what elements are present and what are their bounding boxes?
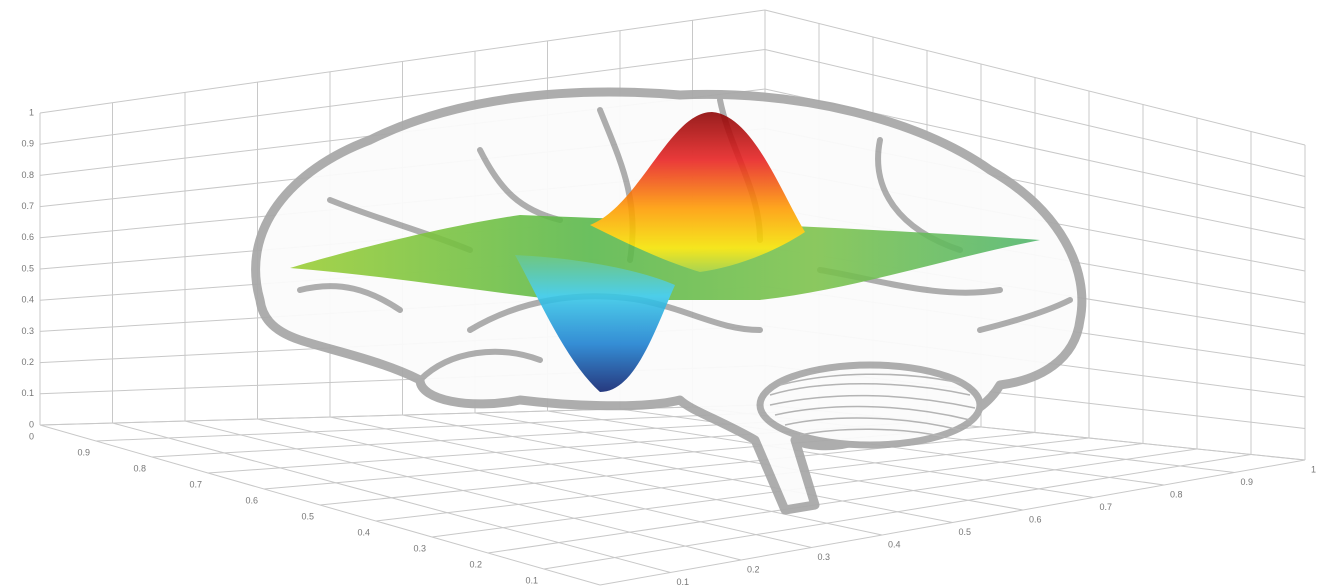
left-tick-label: 0 xyxy=(29,431,34,441)
grid-line xyxy=(474,412,1024,511)
right-tick-label: 0.1 xyxy=(677,577,690,587)
right-tick-label: 0.9 xyxy=(1241,477,1254,487)
right-tick-label: 0.8 xyxy=(1170,489,1183,499)
right-tick-label: 0.5 xyxy=(959,527,972,537)
grid-line xyxy=(547,410,1094,498)
left-tick-label: 0.4 xyxy=(357,527,370,537)
z-tick-label: 0.6 xyxy=(21,232,34,242)
grid-line xyxy=(375,437,1090,522)
tick-labels: 1 0.9 0.8 0.7 0.6 0.5 0.4 0.3 0.2 0.1 0 0 0.9 0.8 0.7 0… xyxy=(21,107,1316,587)
right-tick-label: 0.3 xyxy=(818,552,831,562)
left-tick-label: 0.6 xyxy=(245,495,258,505)
z-tick-label: 0.7 xyxy=(21,201,34,211)
z-tick-label: 0.3 xyxy=(21,326,34,336)
left-tick-label: 0.8 xyxy=(133,463,146,473)
grid-line xyxy=(487,448,1198,554)
right-tick-label: 1 xyxy=(1311,464,1316,474)
surface xyxy=(290,112,1040,392)
left-tick-label: 0.3 xyxy=(413,543,426,553)
right-tick-label: 0.2 xyxy=(747,564,760,574)
brain xyxy=(251,87,1087,515)
left-tick-label: 0.2 xyxy=(469,559,482,569)
left-tick-label: 0.7 xyxy=(189,479,202,489)
grid-line xyxy=(543,454,1252,570)
grid-line xyxy=(319,432,1036,506)
left-tick-label: 0.1 xyxy=(525,575,538,585)
left-tick-label: 0.9 xyxy=(77,447,90,457)
z-tick-label: 0.4 xyxy=(21,295,34,305)
left-tick-label: 0.5 xyxy=(301,511,314,521)
z-tick-label: 0 xyxy=(29,419,34,429)
right-tick-label: 0.6 xyxy=(1029,514,1042,524)
grid-line xyxy=(599,459,1306,586)
right-tick-label: 0.4 xyxy=(888,539,901,549)
z-tick-label: 0.8 xyxy=(21,170,34,180)
z-tick-label: 0.9 xyxy=(21,139,34,149)
z-tick-label: 1 xyxy=(29,107,34,117)
z-tick-label: 0.2 xyxy=(21,357,34,367)
right-tick-label: 0.7 xyxy=(1100,502,1113,512)
z-tick-label: 0.1 xyxy=(21,388,34,398)
z-tick-label: 0.5 xyxy=(21,263,34,273)
